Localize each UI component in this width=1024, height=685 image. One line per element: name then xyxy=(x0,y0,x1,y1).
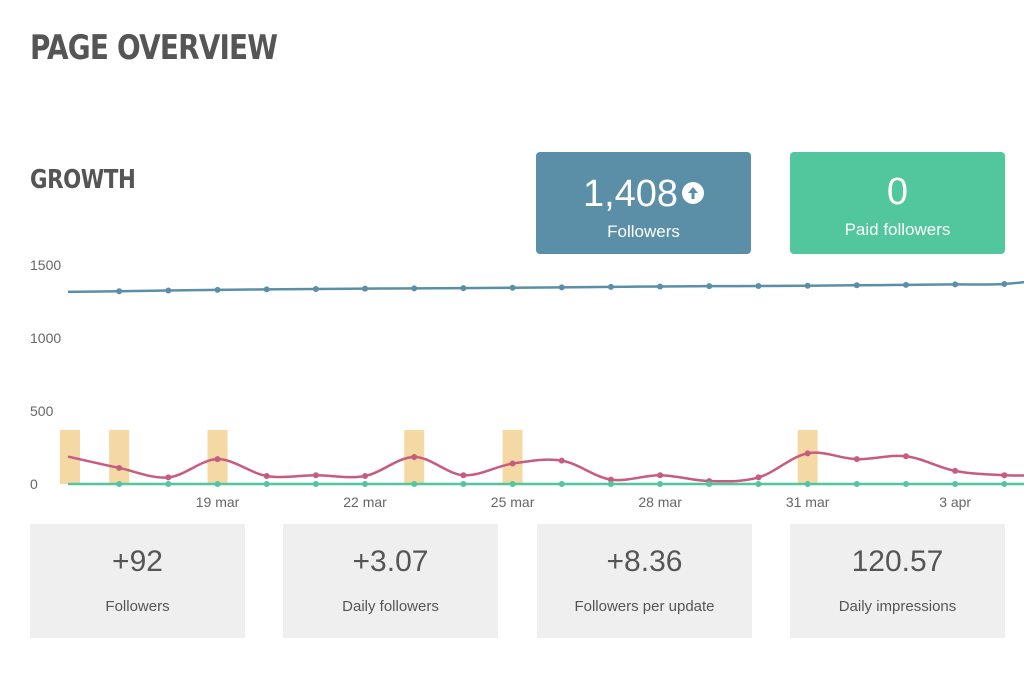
x-tick-label: 22 mar xyxy=(343,494,387,510)
series-point xyxy=(952,481,959,487)
series-point xyxy=(657,472,664,479)
series-point xyxy=(263,472,270,479)
series-point xyxy=(411,453,418,460)
stat-card-daily-impressions: 120.57 Daily impressions xyxy=(790,524,1005,638)
arrow-up-circle-icon xyxy=(682,170,705,204)
series-point xyxy=(952,467,959,474)
series-point xyxy=(607,283,614,290)
stat-card-followers: +92 Followers xyxy=(30,524,245,638)
x-tick-label: 19 mar xyxy=(196,494,240,510)
series-line xyxy=(67,280,1024,294)
series-point xyxy=(657,481,664,487)
series-point xyxy=(706,283,713,290)
series-point xyxy=(460,472,467,479)
series-point xyxy=(116,481,123,487)
growth-chart[interactable]: 0 500 1000 1500 19 mar 22 mar 25 mar 28 mar 31 m… xyxy=(0,255,1024,517)
series-point xyxy=(460,285,467,292)
stat-label: Daily followers xyxy=(342,598,439,615)
series-point xyxy=(460,481,467,487)
series-point xyxy=(263,481,270,487)
update-bar xyxy=(502,429,523,484)
series-point xyxy=(558,481,565,487)
stat-label: Daily impressions xyxy=(838,598,957,615)
series-point xyxy=(804,481,811,487)
series-point xyxy=(952,281,959,288)
series-point xyxy=(263,286,270,293)
series-point xyxy=(804,450,811,457)
series-point xyxy=(411,285,418,292)
paid-followers-kpi-label: Paid followers xyxy=(844,220,951,239)
series-point xyxy=(902,281,909,288)
followers-kpi-label: Followers xyxy=(607,222,680,241)
series-point xyxy=(657,283,664,290)
stat-card-daily-followers: +3.07 Daily followers xyxy=(283,524,498,638)
series-point xyxy=(214,481,221,487)
series-point xyxy=(755,481,762,487)
series-point xyxy=(312,285,319,292)
series-point xyxy=(509,284,516,291)
paid-followers-kpi-value: 0 xyxy=(886,171,909,213)
page-title: PAGE OVERVIEW xyxy=(30,28,278,68)
series-point xyxy=(902,453,909,460)
growth-section-title: GROWTH xyxy=(30,165,136,195)
series-point xyxy=(706,481,713,487)
series-point xyxy=(362,472,369,479)
followers-kpi-value-row: 1,408 xyxy=(536,170,751,216)
stat-card-followers-per-update: +8.36 Followers per update xyxy=(537,524,752,638)
followers-kpi-card[interactable]: 1,408 Followers xyxy=(536,152,751,254)
update-bar xyxy=(797,429,818,484)
series-point xyxy=(509,481,516,487)
series-point xyxy=(1001,481,1008,487)
series-point xyxy=(607,476,614,483)
series-point xyxy=(362,481,369,487)
series-point xyxy=(804,282,811,289)
stat-value: +8.36 xyxy=(606,545,683,578)
stat-value: +92 xyxy=(112,545,163,578)
series-point xyxy=(1001,472,1008,479)
series-point xyxy=(1001,280,1008,287)
y-tick-label: 1000 xyxy=(30,330,61,346)
stat-label: Followers per update xyxy=(574,598,715,615)
series-point xyxy=(165,474,172,481)
series-point xyxy=(755,474,762,481)
series-point xyxy=(853,456,860,463)
series-point xyxy=(853,282,860,289)
y-tick-label: 1500 xyxy=(30,257,61,273)
series-point xyxy=(214,456,221,463)
series-point xyxy=(165,287,172,294)
x-tick-label: 3 apr xyxy=(939,494,971,510)
series-point xyxy=(214,286,221,293)
series-point xyxy=(853,481,860,487)
y-tick-label: 500 xyxy=(30,403,54,419)
series-point xyxy=(116,464,123,471)
series-point xyxy=(165,481,172,487)
series-point xyxy=(362,285,369,292)
series-point xyxy=(509,460,516,467)
x-tick-label: 28 mar xyxy=(638,494,682,510)
series-point xyxy=(116,288,123,295)
stat-value: +3.07 xyxy=(352,545,429,578)
x-tick-label: 31 mar xyxy=(786,494,830,510)
stat-value: 120.57 xyxy=(851,545,944,578)
series-point xyxy=(312,481,319,487)
series-point xyxy=(755,283,762,290)
paid-followers-kpi-card[interactable]: 0 Paid followers xyxy=(790,152,1005,254)
update-bar xyxy=(109,429,130,484)
x-tick-label: 25 mar xyxy=(491,494,535,510)
series-point xyxy=(607,481,614,487)
y-tick-label: 0 xyxy=(30,476,38,492)
followers-kpi-value: 1,408 xyxy=(582,173,679,215)
series-point xyxy=(411,481,418,487)
series-point xyxy=(902,481,909,487)
series-point xyxy=(558,284,565,291)
series-point xyxy=(312,472,319,479)
series-point xyxy=(558,457,565,464)
stat-label: Followers xyxy=(105,598,170,615)
